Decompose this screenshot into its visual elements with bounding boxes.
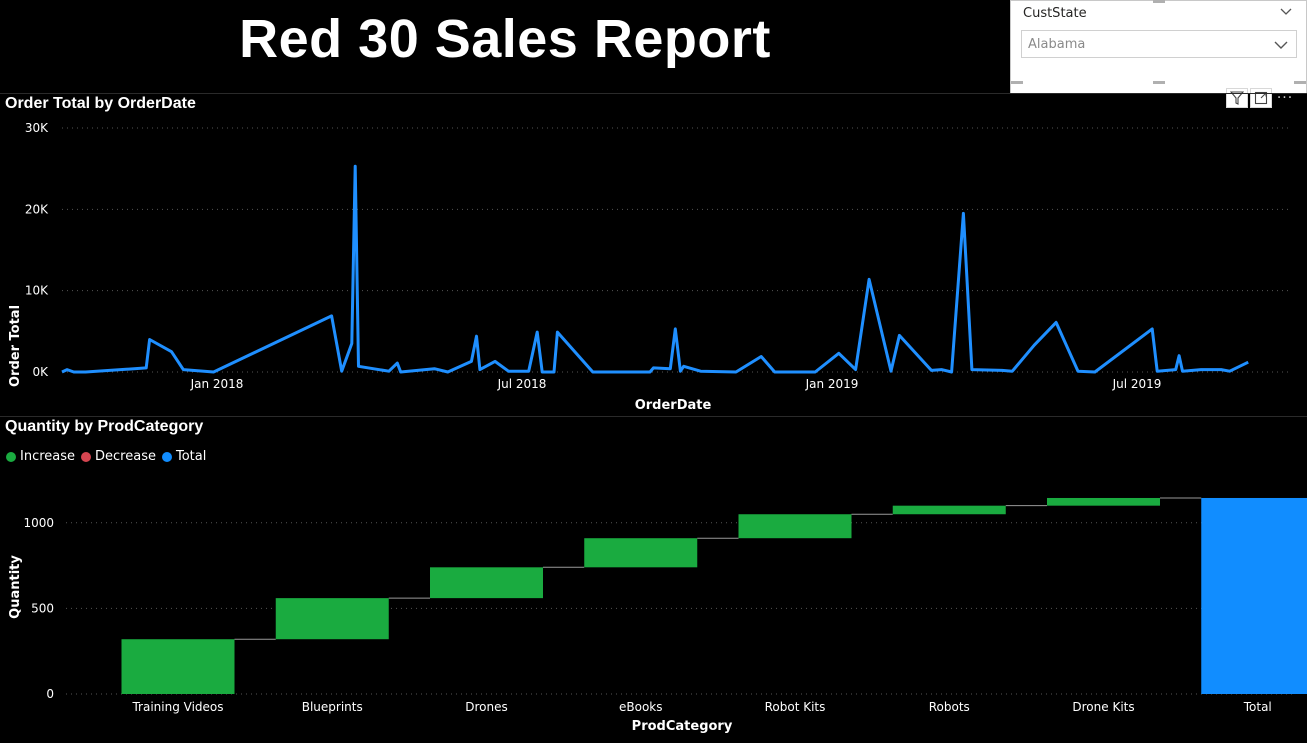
- waterfall-bar[interactable]: [1047, 497, 1160, 506]
- waterfall-bar[interactable]: [584, 538, 698, 568]
- slicer-dropdown[interactable]: Alabama: [1021, 30, 1297, 58]
- line-chart-x-axis-label: OrderDate: [635, 398, 712, 413]
- legend-item-increase[interactable]: Increase: [6, 449, 75, 464]
- line-y-tick-label: 0K: [32, 365, 49, 379]
- line-y-tick-label: 20K: [25, 202, 49, 216]
- legend-dot-decrease: [81, 451, 92, 462]
- waterfall-x-axis-label: ProdCategory: [632, 719, 733, 734]
- divider-top: [0, 93, 1307, 94]
- waterfall-y-tick-label: 0: [46, 687, 54, 701]
- resize-handle-bottom[interactable]: [1153, 81, 1165, 84]
- waterfall-bar[interactable]: [430, 567, 543, 599]
- waterfall-x-tick-label: Training Videos: [131, 700, 223, 714]
- legend-item-decrease[interactable]: Decrease: [81, 449, 156, 464]
- waterfall-legend: Increase Decrease Total: [6, 449, 206, 464]
- legend-dot-total: [161, 451, 172, 462]
- resize-handle-top[interactable]: [1153, 0, 1165, 3]
- resize-handle-bottom-left[interactable]: [1011, 81, 1023, 84]
- waterfall-x-tick-label: Total: [1243, 700, 1272, 714]
- slicer-selected-value: Alabama: [1028, 37, 1086, 52]
- waterfall-bar[interactable]: [892, 505, 1006, 515]
- waterfall-x-tick-label: Robot Kits: [765, 700, 826, 714]
- line-chart-x-ticks: Jan 2018 Jul 2018 Jan 2019 Jul 2019: [190, 377, 1162, 391]
- legend-label-decrease: Decrease: [95, 449, 156, 464]
- slicer-header: CustState: [1023, 6, 1087, 21]
- waterfall-bar[interactable]: [738, 514, 852, 539]
- line-y-tick-label: 10K: [25, 284, 49, 298]
- waterfall-y-tick-label: 1000: [23, 516, 54, 530]
- custstate-slicer[interactable]: CustState Alabama: [1010, 0, 1307, 94]
- waterfall-x-tick-label: Drones: [465, 700, 508, 714]
- line-x-tick-label: Jan 2018: [190, 377, 244, 391]
- line-chart[interactable]: 0K 10K 20K 30K Jan 2018 Jul 2018 Jan 2019 Jul …: [0, 96, 1307, 416]
- line-x-tick-label: Jul 2019: [1112, 377, 1162, 391]
- waterfall-y-ticks: 0 500 1000: [23, 516, 54, 701]
- line-x-tick-label: Jul 2018: [497, 377, 547, 391]
- line-series-order-total[interactable]: [61, 164, 1249, 374]
- chevron-down-icon: [1274, 41, 1288, 49]
- waterfall-y-tick-label: 500: [31, 601, 54, 615]
- legend-dot-increase: [6, 451, 16, 462]
- divider-middle: [0, 416, 1307, 417]
- waterfall-gridlines: [66, 522, 1296, 695]
- waterfall-x-tick-label: Blueprints: [302, 700, 363, 714]
- waterfall-chart-title: Quantity by ProdCategory: [5, 418, 204, 435]
- more-options-icon: ···: [1276, 90, 1294, 106]
- line-chart-y-axis-label: Order Total: [8, 305, 23, 387]
- waterfall-y-axis-label: Quantity: [8, 555, 23, 619]
- line-chart-title: Order Total by OrderDate: [5, 95, 196, 112]
- line-y-tick-label: 30K: [25, 121, 49, 135]
- legend-item-total[interactable]: Total: [161, 449, 207, 464]
- legend-label-increase: Increase: [20, 449, 76, 464]
- waterfall-x-ticks: Training Videos Blueprints Drones eBooks Rob…: [131, 700, 1271, 714]
- waterfall-bar[interactable]: [275, 598, 389, 640]
- chevron-up-icon[interactable]: [1280, 5, 1292, 17]
- waterfall-bar[interactable]: [121, 639, 235, 694]
- waterfall-chart[interactable]: 0 500 1000 Training Videos Blueprints Drones…: [0, 470, 1307, 740]
- waterfall-x-tick-label: eBooks: [619, 700, 663, 714]
- waterfall-bars: [121, 497, 1307, 694]
- waterfall-bar[interactable]: [1201, 497, 1307, 694]
- more-options-button[interactable]: ···: [1274, 88, 1296, 108]
- resize-handle-bottom-right[interactable]: [1294, 81, 1306, 84]
- line-x-tick-label: Jan 2019: [805, 377, 859, 391]
- legend-label-total: Total: [175, 449, 207, 464]
- waterfall-x-tick-label: Robots: [929, 700, 970, 714]
- line-chart-y-ticks: 0K 10K 20K 30K: [25, 121, 49, 379]
- waterfall-x-tick-label: Drone Kits: [1072, 700, 1134, 714]
- filter-icon: [1230, 91, 1244, 105]
- report-title: Red 30 Sales Report: [239, 9, 771, 69]
